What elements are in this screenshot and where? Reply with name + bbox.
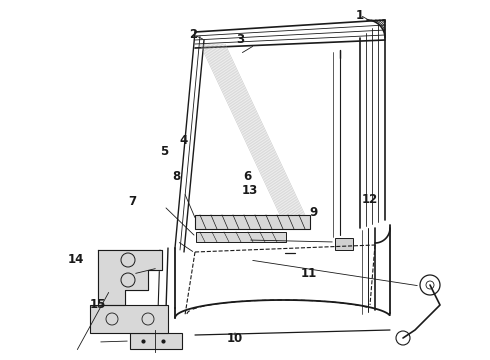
Text: 5: 5 (160, 145, 168, 158)
Bar (196, 232, 286, 242)
Text: 8: 8 (172, 170, 180, 183)
Text: 15: 15 (90, 298, 106, 311)
Bar (195, 215, 310, 229)
Text: 4: 4 (180, 134, 188, 147)
Bar (90, 305, 168, 333)
Text: 11: 11 (300, 267, 317, 280)
Text: 3: 3 (236, 33, 244, 46)
Bar (335, 238, 353, 250)
Text: 14: 14 (68, 253, 84, 266)
Text: 13: 13 (242, 184, 258, 197)
Polygon shape (98, 250, 162, 305)
Text: 2: 2 (190, 28, 197, 41)
Text: 7: 7 (128, 195, 136, 208)
Bar (130, 333, 182, 349)
Text: 9: 9 (310, 206, 318, 219)
Text: 10: 10 (227, 332, 244, 345)
Text: 1: 1 (356, 9, 364, 22)
Text: 6: 6 (244, 170, 251, 183)
Text: 12: 12 (362, 193, 378, 206)
